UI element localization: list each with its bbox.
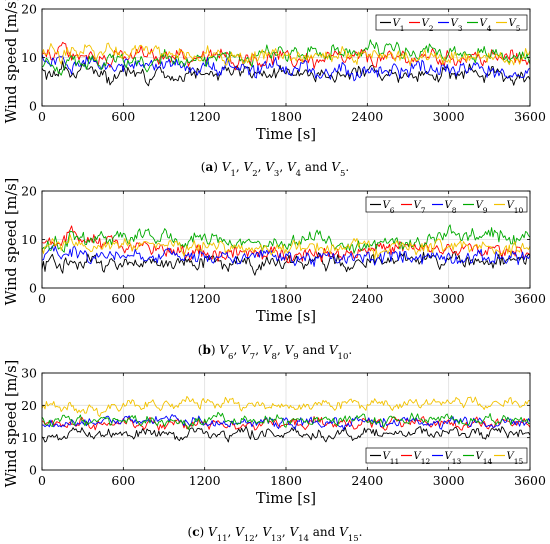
caption-prefix: (a)	[201, 160, 218, 174]
y-tick-label: 0	[29, 99, 37, 114]
y-tick-label: 10	[21, 50, 37, 65]
legend-label-v4: V4	[480, 18, 492, 33]
legend-box	[375, 14, 528, 31]
grid	[42, 191, 530, 288]
y-tick-label: 20	[21, 2, 37, 17]
ticks: 0 600 1200 1800 2400 3000 3600 0 10 20	[21, 184, 546, 307]
legend-box	[365, 196, 528, 213]
series-line-v6	[41, 250, 531, 276]
legend-label-v8: V8	[445, 200, 457, 215]
series-line-v13	[41, 414, 531, 431]
x-tick-label: 2400	[351, 473, 383, 488]
x-tick-label: 1800	[270, 473, 302, 488]
x-tick-label: 600	[111, 473, 135, 488]
x-tick-label: 3600	[514, 473, 546, 488]
caption: (b) V6, V7, V8, V9 and V10.	[198, 343, 352, 362]
x-axis-label: Time [s]	[256, 491, 316, 507]
x-tick-label: 0	[38, 473, 46, 488]
x-tick-label: 600	[111, 109, 135, 124]
ticks: 0 600 1200 1800 2400 3000 3600 0 10 20	[21, 2, 546, 125]
series-line-v10	[41, 234, 531, 260]
x-tick-label: 0	[38, 109, 46, 124]
caption-text: V1, V2, V3, V4 and V5.	[222, 160, 349, 179]
x-tick-label: 1200	[189, 473, 221, 488]
series-line-v12	[41, 416, 531, 431]
ticks: 0 600 1200 1800 2400 3000 3600 0 10 20 30	[21, 366, 546, 489]
y-axis-label: Wind speed [m/s]	[4, 178, 20, 306]
series-group	[41, 224, 531, 276]
series-group	[41, 395, 531, 443]
y-tick-label: 10	[21, 430, 37, 445]
legend-label-v5: V5	[509, 18, 521, 33]
caption-prefix: (b)	[198, 343, 216, 357]
series-line-v5	[41, 42, 531, 67]
legend-label-v1: V1	[393, 18, 405, 33]
series-line-v9	[41, 224, 531, 254]
chart-panel-2: 0 600 1200 1800 2400 3000 3600 0 10 20 Time [s] Win…	[4, 178, 546, 362]
x-tick-label: 3000	[433, 291, 465, 306]
legend-label-v9: V9	[476, 200, 488, 215]
x-tick-label: 3000	[433, 109, 465, 124]
x-axis-label: Time [s]	[256, 127, 316, 143]
series-line-v15	[41, 395, 531, 418]
legend-label-v3: V3	[451, 18, 463, 33]
legend-label-v6: V6	[383, 200, 395, 215]
chart-panel-1: 0 600 1200 1800 2400 3000 3600 0 10 20 Time [s] Win…	[4, 0, 546, 179]
legend: V1 V2 V3 V4 V5	[375, 14, 528, 33]
legend-label-v13: V13	[445, 451, 462, 466]
series-line-v4	[41, 39, 531, 76]
caption-text: V6, V7, V8, V9 and V10.	[219, 343, 352, 362]
x-tick-label: 2400	[351, 109, 383, 124]
x-tick-label: 1200	[189, 291, 221, 306]
series-line-v3	[41, 53, 531, 82]
y-tick-label: 0	[29, 281, 37, 296]
legend: V11 V12 V13 V14 V15	[365, 447, 528, 466]
caption-prefix: (c)	[188, 525, 205, 539]
legend-label-v10: V10	[507, 200, 524, 215]
legend-label-v11: V11	[383, 451, 400, 466]
series-line-v11	[41, 425, 531, 443]
legend-label-v14: V14	[476, 451, 493, 466]
x-tick-label: 1200	[189, 109, 221, 124]
y-tick-label: 10	[21, 232, 37, 247]
y-tick-label: 20	[21, 184, 37, 199]
x-tick-label: 0	[38, 291, 46, 306]
x-tick-label: 2400	[351, 291, 383, 306]
y-tick-label: 20	[21, 398, 37, 413]
y-tick-label: 0	[29, 463, 37, 478]
x-tick-label: 600	[111, 291, 135, 306]
series-line-v8	[41, 245, 531, 267]
legend-label-v12: V12	[414, 451, 431, 466]
legend-label-v7: V7	[414, 200, 426, 215]
legend-label-v15: V15	[507, 451, 524, 466]
y-axis-label: Wind speed [m/s]	[4, 360, 20, 488]
x-tick-label: 3600	[514, 109, 546, 124]
caption: (a) V1, V2, V3, V4 and V5.	[201, 160, 349, 179]
y-tick-label: 30	[21, 366, 37, 381]
series-group	[41, 39, 531, 87]
series-line-v7	[41, 225, 531, 264]
legend-box	[365, 447, 528, 464]
caption: (c) V11, V12, V13, V14 and V15.	[188, 525, 363, 544]
legend: V6 V7 V8 V9 V10	[365, 196, 528, 215]
caption-text: V11, V12, V13, V14 and V15.	[208, 525, 362, 544]
chart-panel-3: 0 600 1200 1800 2400 3000 3600 0 10 20 30 Time [s] W…	[4, 360, 546, 544]
legend-label-v2: V2	[422, 18, 434, 33]
x-tick-label: 1800	[270, 109, 302, 124]
y-axis-label: Wind speed [m/s]	[4, 0, 20, 123]
x-tick-label: 3600	[514, 291, 546, 306]
x-tick-label: 3000	[433, 473, 465, 488]
x-axis-label: Time [s]	[256, 309, 316, 325]
x-tick-label: 1800	[270, 291, 302, 306]
series-line-v14	[41, 411, 531, 430]
